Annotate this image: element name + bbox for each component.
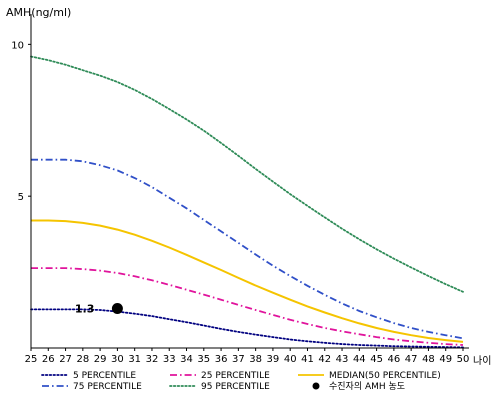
x-tick-label: 36 (215, 354, 228, 365)
x-tick-label: 31 (128, 354, 141, 365)
x-tick-label: 26 (42, 354, 55, 365)
x-tick-label: 35 (197, 354, 210, 365)
x-tick-label: 38 (249, 354, 262, 365)
x-tick-label: 50 (457, 354, 470, 365)
legend-label: 5 PERCENTILE (73, 371, 136, 381)
legend-marker-icon (312, 382, 320, 390)
x-tick-label: 46 (388, 354, 401, 365)
x-tick-label: 32 (146, 354, 159, 365)
y-tick-label: 10 (11, 40, 24, 51)
legend-marker-label: 수진자의 AMH 농도 (329, 381, 405, 392)
x-tick-label: 47 (405, 354, 418, 365)
y-ticks: 5 10 (11, 40, 31, 203)
x-tick-label: 43 (336, 354, 349, 365)
x-tick-label: 28 (76, 354, 89, 365)
legend-label: 95 PERCENTILE (201, 382, 270, 392)
series-line (31, 219, 464, 343)
legend-label: MEDIAN(50 PERCENTILE) (329, 371, 441, 381)
legend: 5 PERCENTILE 25 PERCENTILE MEDIAN(50 PERCE… (41, 371, 441, 392)
x-tick-label: 33 (163, 354, 176, 365)
x-tick-label: 34 (180, 354, 193, 365)
series-line (31, 158, 464, 340)
x-tick-label: 41 (301, 354, 314, 365)
y-axis-label: AMH(ng/ml) (6, 6, 71, 19)
x-axis-label: 나이 (473, 355, 491, 367)
x-tick-label: 37 (232, 354, 245, 365)
legend-label: 75 PERCENTILE (73, 382, 142, 392)
x-tick-label: 48 (422, 354, 435, 365)
x-ticks: 25 26 27 28 29 30 31 32 33 34 35 36 37 38 39 40 41 42 43 44… (25, 348, 470, 365)
series-line (31, 267, 464, 346)
plot-lines (30, 55, 464, 349)
x-tick-label: 49 (439, 354, 452, 365)
x-tick-label: 25 (25, 354, 38, 365)
x-tick-label: 27 (59, 354, 72, 365)
legend-label: 25 PERCENTILE (201, 371, 270, 381)
series-line (30, 55, 464, 293)
x-tick-label: 40 (284, 354, 297, 365)
x-tick-label: 30 (111, 354, 124, 365)
patient-amh-value: 1.3 (75, 303, 95, 316)
x-tick-label: 44 (353, 354, 366, 365)
marker: 1.3 (75, 303, 123, 316)
y-tick-label: 5 (18, 192, 24, 203)
series-line (30, 308, 464, 349)
axes (30, 14, 469, 349)
x-tick-label: 29 (94, 354, 107, 365)
x-tick-label: 45 (370, 354, 383, 365)
x-tick-label: 39 (267, 354, 280, 365)
x-tick-label: 42 (318, 354, 331, 365)
patient-amh-marker (111, 303, 123, 315)
